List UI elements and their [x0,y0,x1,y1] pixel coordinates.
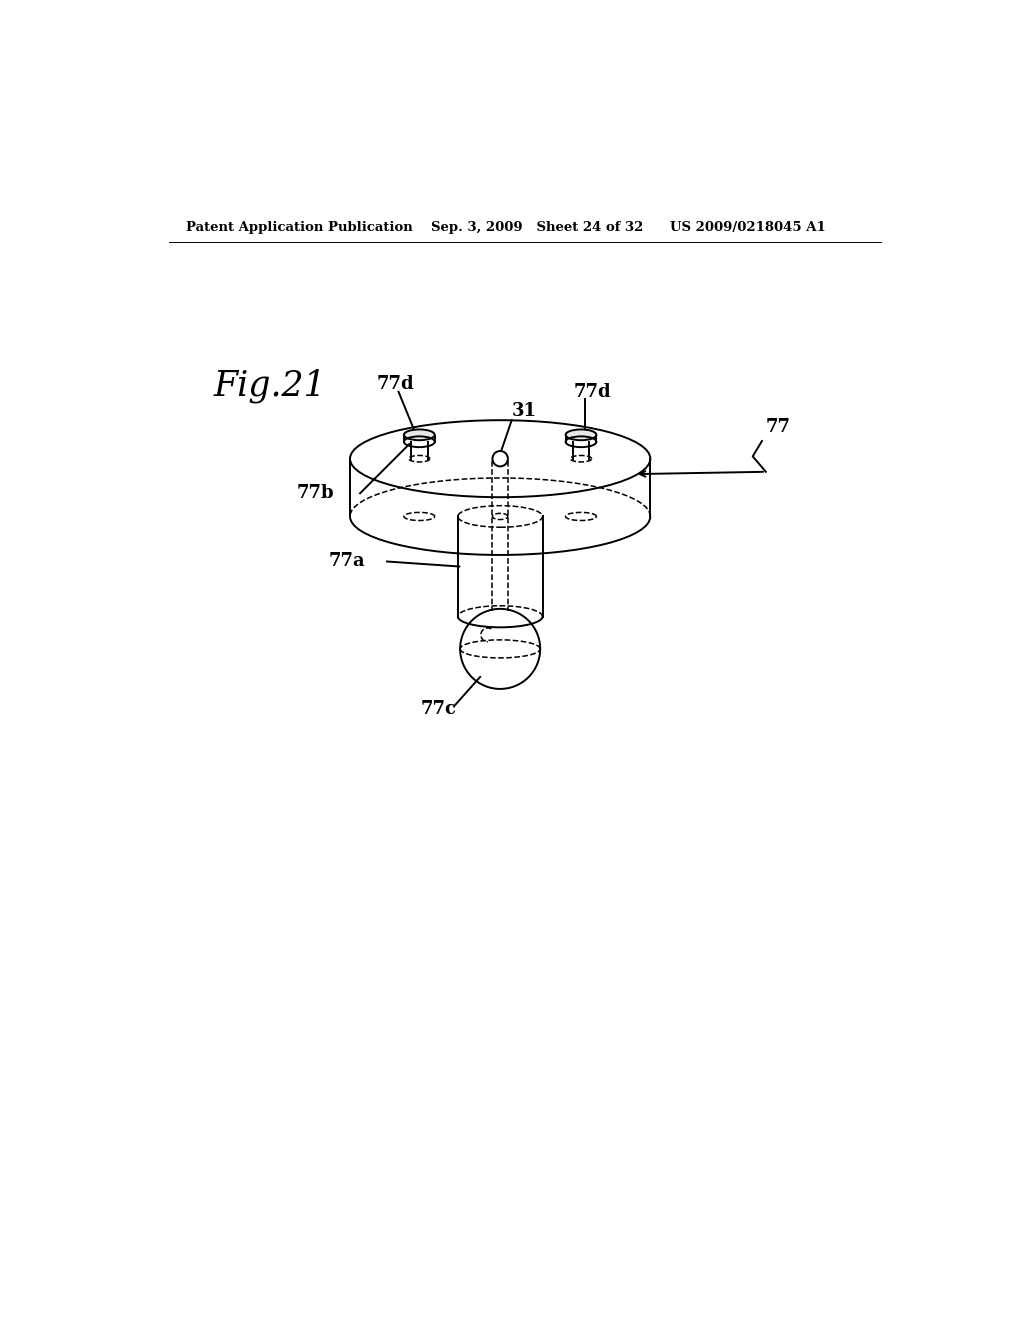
Text: 77a: 77a [329,553,366,570]
Text: Fig.21: Fig.21 [214,368,327,403]
Text: 77c: 77c [421,700,457,718]
Text: 77b: 77b [297,484,335,503]
Ellipse shape [403,429,435,441]
Text: 31: 31 [512,403,537,420]
Text: US 2009/0218045 A1: US 2009/0218045 A1 [670,222,825,234]
Text: 77d: 77d [377,375,415,393]
Text: Patent Application Publication: Patent Application Publication [186,222,413,234]
Text: Sep. 3, 2009   Sheet 24 of 32: Sep. 3, 2009 Sheet 24 of 32 [431,222,643,234]
Text: 77: 77 [766,417,791,436]
Ellipse shape [565,429,596,441]
Text: 77d: 77d [573,383,611,401]
